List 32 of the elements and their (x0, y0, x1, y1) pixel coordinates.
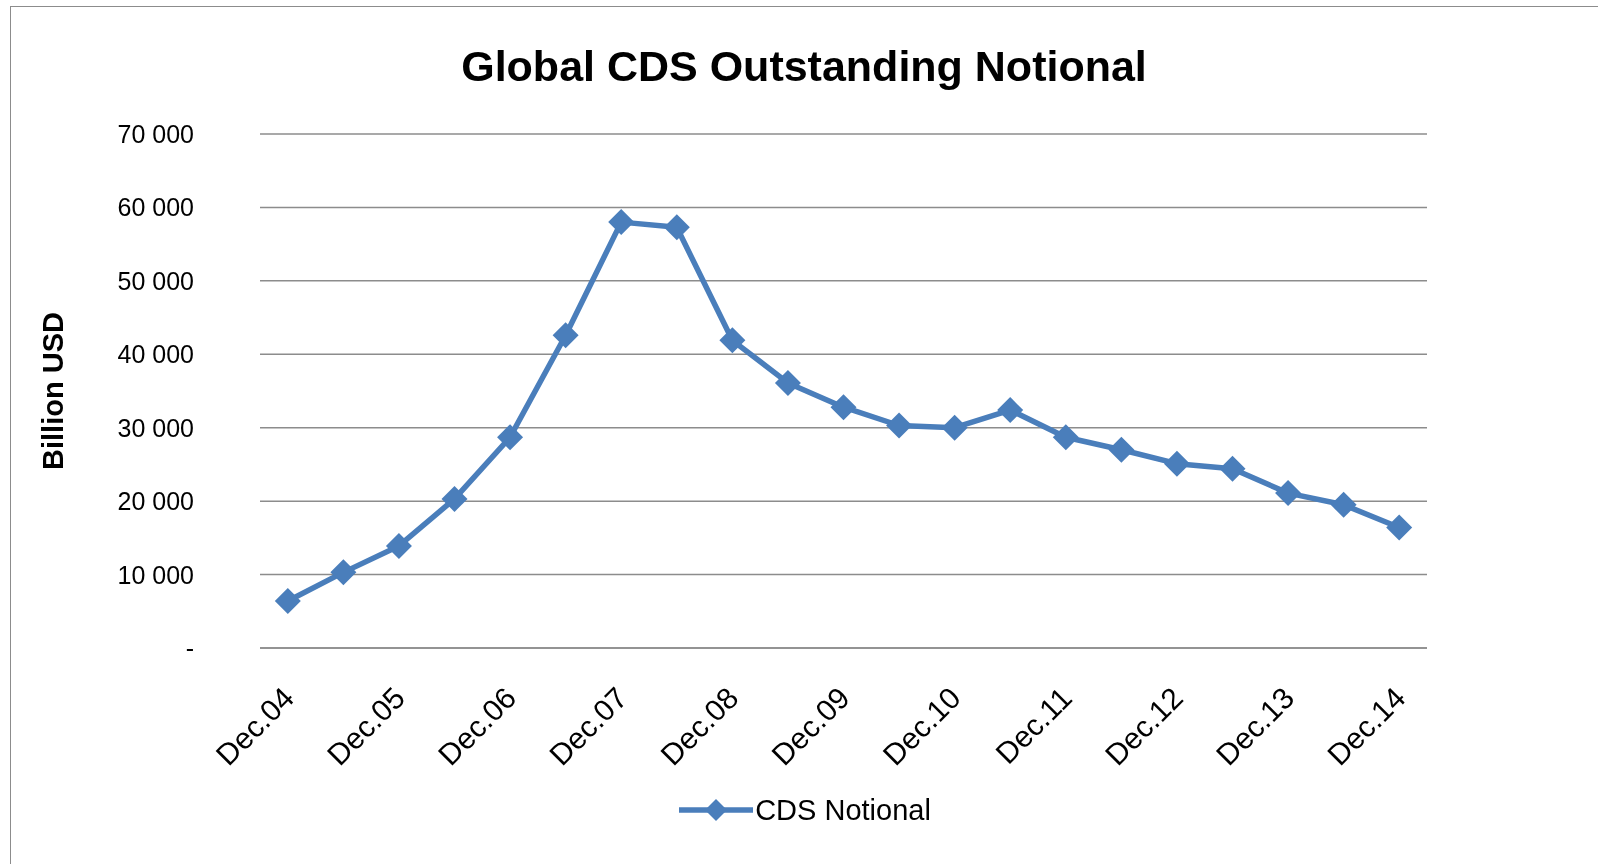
point (886, 412, 913, 439)
point (1386, 514, 1413, 541)
point (941, 414, 968, 441)
y-tick-label: 20 000 (117, 487, 194, 516)
y-tick-label: 70 000 (117, 120, 194, 148)
point (1052, 424, 1079, 451)
point (330, 559, 357, 586)
point (441, 485, 468, 512)
point (385, 532, 412, 559)
point (997, 397, 1024, 424)
point (274, 588, 301, 615)
point (719, 327, 746, 354)
point (1163, 450, 1190, 477)
point (830, 394, 857, 421)
y-tick-label: 10 000 (117, 560, 194, 589)
point (1330, 491, 1357, 518)
y-tick-label: 50 000 (117, 266, 194, 295)
y-tick-label: 40 000 (117, 340, 194, 369)
point (774, 369, 801, 396)
point (608, 209, 635, 236)
point (552, 322, 579, 349)
y-tick-label: 60 000 (117, 193, 194, 222)
legend-label: CDS Notional (755, 793, 931, 828)
point (497, 424, 524, 451)
y-tick-label: - (185, 634, 194, 662)
chart-title: Global CDS Outstanding Notional (460, 42, 1148, 90)
point (1275, 480, 1302, 507)
point (663, 214, 690, 241)
point (1219, 455, 1246, 482)
point (1108, 436, 1135, 463)
y-tick-label: 30 000 (117, 413, 194, 442)
y-axis-title: Billion USD (37, 312, 69, 470)
